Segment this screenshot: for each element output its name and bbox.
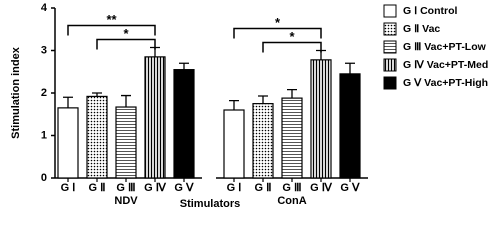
significance-label: * (289, 29, 295, 44)
x-axis-title: Stimulators (180, 198, 241, 210)
bar (57, 107, 79, 179)
x-tick-label: G Ⅱ (88, 182, 105, 194)
error-bar (229, 100, 239, 110)
bar (86, 95, 108, 179)
bar (339, 73, 361, 179)
group-label: ConA (277, 195, 306, 207)
significance-bracket (96, 38, 156, 50)
x-tick-label: G Ⅰ (227, 182, 242, 194)
y-tick-label: 1 (41, 129, 47, 141)
x-tick-label: G Ⅳ (310, 182, 333, 194)
x-tick-label: G Ⅴ (174, 182, 194, 194)
significance-bracket (233, 27, 322, 39)
significance-bracket (67, 24, 156, 36)
bar (173, 69, 195, 179)
bar (281, 97, 303, 179)
legend-label: G Ⅴ Vac+PT-High (403, 77, 488, 89)
error-bar (121, 94, 131, 108)
legend-label: G Ⅱ Vac (403, 23, 440, 35)
error-bar (179, 62, 189, 70)
x-tick-label: G Ⅱ (254, 182, 271, 194)
group-label: NDV (114, 195, 138, 207)
error-bar (287, 88, 297, 99)
bar (252, 103, 274, 179)
error-bar (63, 96, 73, 108)
error-bar (92, 92, 102, 97)
x-tick-label: G Ⅰ (61, 182, 76, 194)
legend-label: G Ⅳ Vac+PT-Med (403, 59, 488, 71)
x-tick-label: G Ⅴ (340, 182, 360, 194)
legend-swatch (383, 22, 397, 36)
legend-swatch (383, 58, 397, 72)
x-tick-label: G Ⅲ (116, 182, 135, 194)
legend-label: G Ⅰ Control (403, 5, 458, 17)
significance-label: ** (106, 12, 117, 27)
error-bar (258, 95, 268, 104)
bar (115, 106, 137, 179)
bar (144, 56, 166, 179)
legend-swatch (383, 40, 397, 54)
legend-swatch (383, 76, 397, 90)
x-tick-label: G Ⅲ (282, 182, 301, 194)
legend-label: G Ⅲ Vac+PT-Low (403, 41, 487, 53)
y-tick-label: 2 (41, 87, 47, 99)
significance-label: * (123, 26, 129, 41)
y-axis-title: Stimulation index (10, 46, 22, 139)
significance-label: * (275, 15, 281, 30)
y-tick-label: 4 (41, 2, 48, 14)
y-tick-label: 0 (41, 172, 47, 184)
chart: Stimulation index Stimulators 0 1 2 3 4 G Ⅰ G … (10, 2, 488, 210)
error-bar (345, 62, 355, 74)
legend-swatch (383, 4, 397, 18)
bar (310, 59, 332, 179)
x-tick-label: G Ⅳ (144, 182, 167, 194)
y-tick-label: 3 (41, 44, 47, 56)
bar (223, 109, 245, 179)
significance-bracket (262, 41, 322, 53)
